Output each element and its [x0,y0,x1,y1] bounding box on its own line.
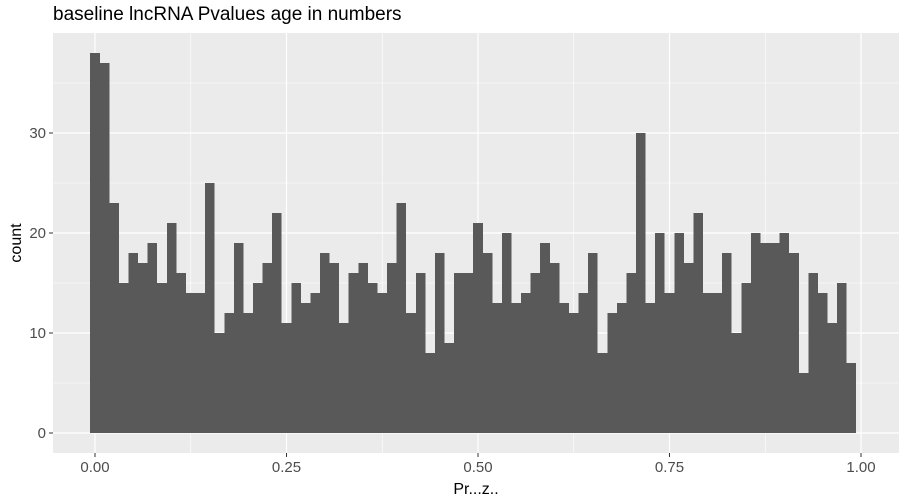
histogram-bar [434,253,445,433]
y-tick-label: 30 [29,125,46,142]
histogram-bar [578,293,589,433]
histogram-bar [741,283,751,433]
y-axis: 0 10 20 30 [29,125,53,442]
histogram-bar [224,313,234,433]
histogram-bar [616,303,627,433]
histogram-bar [415,273,426,433]
histogram-bar [817,293,828,433]
histogram-bar [339,323,349,433]
histogram-bar [300,303,311,433]
histogram-bar [90,53,100,433]
histogram-bar [195,293,206,433]
histogram-bar [262,263,273,433]
histogram-bar [425,353,435,433]
histogram-bar [147,243,158,433]
histogram-bar [645,303,656,433]
histogram-bar [367,283,378,433]
histogram-bar [731,333,742,433]
x-tick-label: 1.00 [846,459,875,476]
histogram-bar [760,243,771,433]
histogram-bar [789,253,799,433]
x-axis: 0.00 0.25 0.50 0.75 1.00 [80,453,876,476]
histogram-bar [176,273,186,433]
x-tick-label: 0.25 [272,459,301,476]
histogram-bar [846,363,857,433]
histogram-bar [837,283,847,433]
histogram-bar [559,303,569,433]
histogram-bar [281,323,292,433]
y-axis-title: count [8,223,25,263]
histogram-bar [252,283,263,433]
histogram-bar [683,263,694,433]
histogram-bar [808,273,818,433]
histogram-bar [310,293,321,433]
histogram-bar [540,243,550,433]
histogram-bar [530,273,541,433]
histogram-bar [185,293,196,433]
histogram-bar [482,253,493,433]
histogram-bar [712,293,723,433]
histogram-bar [664,293,675,433]
histogram-bar [99,63,110,433]
histogram-bar [454,273,464,433]
chart-title: baseline lncRNA Pvalues age in numbers [53,4,402,25]
histogram-bar [205,183,215,433]
x-tick-label: 0.00 [80,459,109,476]
histogram-bar [358,263,368,433]
histogram-bars [90,53,857,433]
histogram-bar [243,313,253,433]
histogram-bar [109,203,119,433]
histogram-bar [635,133,646,433]
histogram-bar [597,353,608,433]
histogram-bar [770,243,780,433]
histogram-bar [722,253,732,433]
histogram-bar [473,223,483,433]
histogram-bar [674,233,684,433]
histogram-bar [157,283,167,433]
histogram-bar [779,233,790,433]
histogram-bar [607,313,617,433]
histogram-bar [320,253,330,433]
histogram-bar [396,203,407,433]
histogram-bar [521,293,531,433]
histogram-bar [118,283,129,433]
histogram-bar [703,293,713,433]
histogram-bar [492,303,502,433]
histogram-bar [214,333,225,433]
histogram-bar [827,323,838,433]
histogram-bar [655,233,665,433]
histogram-bar [166,223,177,433]
histogram-bar [291,283,301,433]
histogram-bar [329,263,340,433]
histogram-bar [406,313,416,433]
histogram-bar [750,233,761,433]
histogram-bar [501,233,512,433]
histogram-bar [463,273,474,433]
y-tick-label: 0 [38,425,46,442]
histogram-bar [233,243,244,433]
x-tick-label: 0.75 [655,459,684,476]
histogram-bar [387,263,397,433]
y-tick-label: 10 [29,325,46,342]
histogram-bar [626,273,636,433]
y-tick-label: 20 [29,225,46,242]
histogram-bar [798,373,809,433]
histogram-bar [138,263,148,433]
histogram-bar [693,213,704,433]
histogram-bar [444,343,455,433]
histogram-bar [568,313,579,433]
x-axis-title: Pr...z.. [453,481,498,498]
x-tick-label: 0.50 [463,459,492,476]
histogram-bar [377,293,388,433]
histogram-bar [511,303,522,433]
histogram-bar [272,213,282,433]
histogram-bar [588,253,598,433]
histogram-bar [549,263,560,433]
histogram-bar [348,273,359,433]
histogram-bar [128,253,139,433]
